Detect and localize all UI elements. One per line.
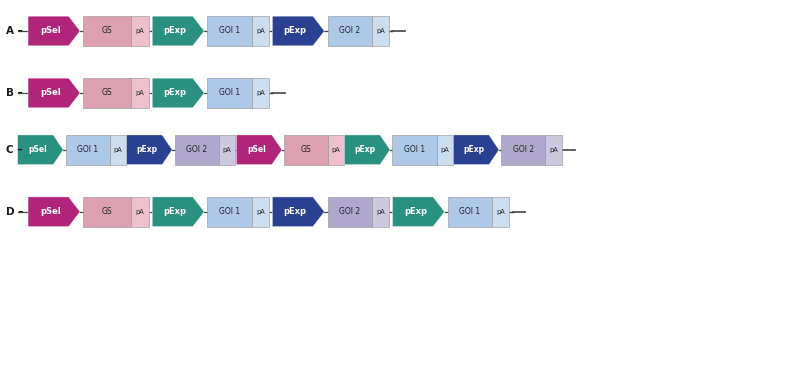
Bar: [83, 16, 131, 46]
Text: GS: GS: [102, 207, 113, 216]
Text: pSel: pSel: [41, 207, 62, 216]
Text: GOI 1: GOI 1: [219, 26, 240, 35]
Text: GS: GS: [102, 26, 113, 35]
Text: pSel: pSel: [247, 145, 266, 154]
Bar: [328, 197, 372, 227]
Bar: [437, 135, 453, 165]
Bar: [252, 16, 269, 46]
Text: pA: pA: [223, 147, 231, 153]
Text: pA: pA: [114, 147, 122, 153]
Bar: [284, 135, 328, 165]
Text: pA: pA: [332, 147, 340, 153]
Bar: [328, 16, 372, 46]
Text: C –: C –: [6, 145, 22, 155]
Text: pSel: pSel: [28, 145, 47, 154]
Polygon shape: [236, 135, 282, 165]
Bar: [492, 197, 509, 227]
Text: pExp: pExp: [163, 26, 187, 35]
Text: pExp: pExp: [354, 145, 375, 154]
Bar: [131, 78, 149, 108]
Polygon shape: [344, 135, 390, 165]
Text: pA: pA: [497, 209, 505, 215]
Bar: [83, 197, 131, 227]
Text: GOI 1: GOI 1: [77, 145, 99, 154]
Bar: [110, 135, 126, 165]
Text: GOI 2: GOI 2: [339, 26, 360, 35]
Text: pSel: pSel: [41, 89, 62, 98]
Text: pExp: pExp: [163, 207, 187, 216]
Polygon shape: [272, 197, 324, 227]
Polygon shape: [272, 16, 324, 46]
Text: pExp: pExp: [404, 207, 427, 216]
Bar: [207, 197, 252, 227]
Text: GOI 1: GOI 1: [404, 145, 425, 154]
Text: pA: pA: [136, 90, 144, 96]
Bar: [66, 135, 110, 165]
Bar: [372, 16, 389, 46]
Polygon shape: [152, 16, 204, 46]
Text: GOI 2: GOI 2: [339, 207, 360, 216]
Text: pA: pA: [136, 209, 144, 215]
Text: pA: pA: [441, 147, 449, 153]
Text: B –: B –: [6, 88, 23, 98]
Text: GOI 1: GOI 1: [219, 207, 240, 216]
Polygon shape: [127, 135, 172, 165]
Bar: [252, 197, 269, 227]
Bar: [219, 135, 235, 165]
Text: pExp: pExp: [284, 26, 307, 35]
Bar: [501, 135, 545, 165]
Text: pA: pA: [376, 209, 384, 215]
Text: GOI 1: GOI 1: [459, 207, 481, 216]
Text: pSel: pSel: [41, 26, 62, 35]
Polygon shape: [18, 135, 63, 165]
Text: pA: pA: [136, 28, 144, 34]
Text: pExp: pExp: [163, 89, 187, 98]
Polygon shape: [453, 135, 499, 165]
Text: pA: pA: [256, 90, 264, 96]
Bar: [252, 78, 269, 108]
Bar: [545, 135, 562, 165]
Polygon shape: [152, 78, 204, 108]
Bar: [131, 16, 149, 46]
Bar: [392, 135, 437, 165]
Polygon shape: [152, 197, 204, 227]
Text: pExp: pExp: [136, 145, 157, 154]
Text: pA: pA: [549, 147, 557, 153]
Text: pExp: pExp: [284, 207, 307, 216]
Polygon shape: [392, 197, 445, 227]
Bar: [207, 78, 252, 108]
Polygon shape: [28, 78, 80, 108]
Text: GOI 2: GOI 2: [186, 145, 207, 154]
Text: GS: GS: [300, 145, 311, 154]
Text: pA: pA: [256, 28, 264, 34]
Text: GOI 2: GOI 2: [513, 145, 534, 154]
Bar: [372, 197, 389, 227]
Text: GOI 1: GOI 1: [219, 89, 240, 98]
Polygon shape: [28, 197, 80, 227]
Bar: [207, 16, 252, 46]
Bar: [328, 135, 344, 165]
Polygon shape: [28, 16, 80, 46]
Bar: [83, 78, 131, 108]
Bar: [175, 135, 219, 165]
Bar: [131, 197, 149, 227]
Text: pA: pA: [376, 28, 384, 34]
Text: pExp: pExp: [463, 145, 484, 154]
Text: GS: GS: [102, 89, 113, 98]
Text: Figure 2. Random integration (RI) into host cell line genome approach resulting : Figure 2. Random integration (RI) into h…: [135, 295, 666, 336]
Text: A –: A –: [6, 26, 23, 36]
Text: pA: pA: [256, 209, 264, 215]
Bar: [448, 197, 492, 227]
Text: D –: D –: [6, 207, 24, 217]
